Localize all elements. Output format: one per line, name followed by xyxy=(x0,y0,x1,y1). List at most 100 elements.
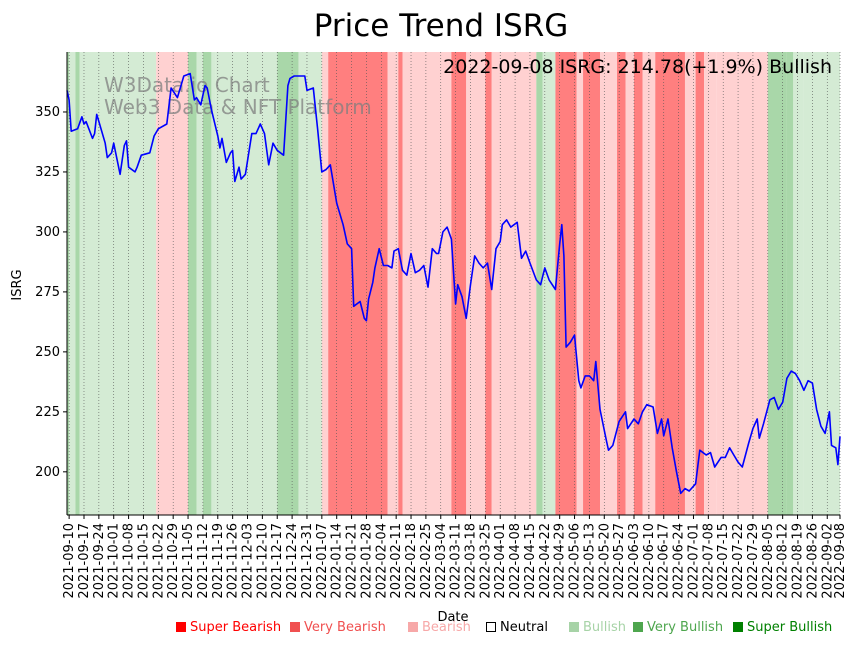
x-tick-label: 2022-09-08 xyxy=(833,523,848,599)
x-tick-label: 2022-01-21 xyxy=(345,523,360,599)
trend-band-bullish xyxy=(196,52,203,515)
trend-band-bullish xyxy=(215,52,278,515)
trend-band-bearish xyxy=(387,52,399,515)
trend-band-bearish xyxy=(684,52,696,515)
x-tick-label: 2022-05-20 xyxy=(597,523,612,599)
x-tick-label: 2022-08-05 xyxy=(761,523,776,599)
x-tick-label: 2021-11-12 xyxy=(196,523,211,599)
x-tick-label: 2022-03-25 xyxy=(478,523,493,599)
x-tick-label: 2021-12-24 xyxy=(285,523,300,599)
x-tick-label: 2021-11-19 xyxy=(211,523,226,599)
x-tick-label: 2021-10-01 xyxy=(107,523,122,599)
trend-band-bearish xyxy=(625,52,635,515)
x-tick-label: 2021-09-10 xyxy=(62,523,77,599)
trend-band-bearish xyxy=(321,52,329,515)
trend-band-very_bearish xyxy=(695,52,705,515)
trend-band-very_bearish xyxy=(583,52,601,515)
watermark-line-1: W3Data.io Chart xyxy=(104,73,270,97)
trend-band-bullish xyxy=(542,52,556,515)
x-tick-label: 2022-07-15 xyxy=(716,523,731,599)
x-tick-label: 2022-04-22 xyxy=(538,523,553,599)
y-tick-label: 300 xyxy=(35,225,60,240)
chart-title: Price Trend ISRG xyxy=(314,8,569,44)
y-tick-label: 250 xyxy=(35,345,60,360)
legend-item-neutral: Neutral xyxy=(486,620,548,635)
x-tick-label: 2022-04-08 xyxy=(508,523,523,599)
x-tick-label: 2022-07-08 xyxy=(701,523,716,599)
x-tick-label: 2022-06-10 xyxy=(642,523,657,599)
trend-band-bullish xyxy=(803,52,840,515)
trend-band-bullish xyxy=(298,52,322,515)
watermark-line-2: Web3 Data & NFT Platform xyxy=(104,95,372,119)
x-tick-label: 2022-03-11 xyxy=(449,523,464,599)
legend-item-bearish: Bearish xyxy=(408,620,471,635)
trend-band-bearish xyxy=(600,52,618,515)
trend-band-very_bullish xyxy=(202,52,212,515)
x-tick-label: 2022-09-02 xyxy=(820,523,835,599)
trend-band-very_bearish xyxy=(451,52,467,515)
legend-label: Super Bearish xyxy=(190,620,282,635)
x-tick-label: 2022-08-26 xyxy=(805,523,820,599)
x-tick-label: 2021-11-26 xyxy=(226,523,241,599)
x-tick-label: 2021-09-17 xyxy=(77,523,92,599)
trend-band-bullish xyxy=(211,52,216,515)
y-axis-label: ISRG xyxy=(10,269,25,300)
legend-item-super-bearish: Super Bearish xyxy=(176,620,281,635)
x-axis-label: Date xyxy=(437,610,468,625)
x-tick-label: 2021-10-22 xyxy=(151,523,166,599)
trend-band-very_bullish xyxy=(277,52,299,515)
x-tick-label: 2021-12-17 xyxy=(270,523,285,599)
x-tick-label: 2022-08-12 xyxy=(776,523,791,599)
trend-band-very_bullish xyxy=(67,52,70,515)
trend-band-very_bullish xyxy=(767,52,787,515)
legend-item-super-bullish: Super Bullish xyxy=(733,620,832,635)
x-tick-label: 2022-06-17 xyxy=(657,523,672,599)
legend-label: Neutral xyxy=(500,620,548,635)
x-tick-label: 2022-07-01 xyxy=(686,523,701,599)
y-tick-label: 325 xyxy=(35,165,60,180)
trend-band-very_bearish xyxy=(398,52,403,515)
legend-swatch xyxy=(569,622,579,632)
legend-swatch xyxy=(290,622,300,632)
trend-band-bearish xyxy=(491,52,537,515)
trend-band-very_bullish xyxy=(188,52,197,515)
trend-band-bullish xyxy=(79,52,157,515)
x-tick-label: 2021-12-03 xyxy=(241,523,256,599)
trend-band-very_bearish xyxy=(485,52,492,515)
x-tick-label: 2022-01-14 xyxy=(330,523,345,599)
x-tick-label: 2022-07-22 xyxy=(731,523,746,599)
x-tick-label: 2022-01-28 xyxy=(359,523,374,599)
y-tick-label: 275 xyxy=(35,285,60,300)
trend-band-very_bearish xyxy=(667,52,685,515)
legend-label: Very Bullish xyxy=(647,620,724,635)
x-tick-label: 2022-03-18 xyxy=(463,523,478,599)
x-tick-label: 2022-04-29 xyxy=(553,523,568,599)
trend-band-bearish xyxy=(466,52,486,515)
legend-item-bullish: Bullish xyxy=(569,620,626,635)
trend-legend: Super Bearish Very Bearish Bearish Neutral B… xyxy=(0,620,859,638)
x-tick-label: 2022-05-06 xyxy=(568,523,583,599)
x-tick-label: 2022-07-29 xyxy=(746,523,761,599)
trend-band-very_bearish xyxy=(655,52,668,515)
trend-band-bearish xyxy=(704,52,717,515)
legend-label: Very Bearish xyxy=(304,620,386,635)
x-axis-ticks: 2021-09-10 2021-09-17 2021-09-24 2021-10-01… xyxy=(62,515,848,599)
legend-item-very-bullish: Very Bullish xyxy=(633,620,723,635)
x-tick-label: 2022-02-11 xyxy=(389,523,404,599)
x-tick-label: 2022-06-24 xyxy=(672,523,687,599)
trend-band-bearish xyxy=(576,52,584,515)
x-tick-label: 2021-12-10 xyxy=(255,523,270,599)
weekly-gridlines xyxy=(68,52,841,515)
y-tick-label: 200 xyxy=(35,465,60,480)
x-tick-label: 2021-10-15 xyxy=(136,523,151,599)
trend-band-very_bearish xyxy=(555,52,577,515)
legend-label: Super Bullish xyxy=(747,620,833,635)
trend-band-bearish xyxy=(716,52,768,515)
legend-swatch xyxy=(408,622,418,632)
y-tick-label: 350 xyxy=(35,105,60,120)
trend-band-very_bullish xyxy=(75,52,80,515)
price-line xyxy=(66,72,841,495)
trend-band-very_bearish xyxy=(617,52,626,515)
legend-item-very-bearish: Very Bearish xyxy=(290,620,386,635)
